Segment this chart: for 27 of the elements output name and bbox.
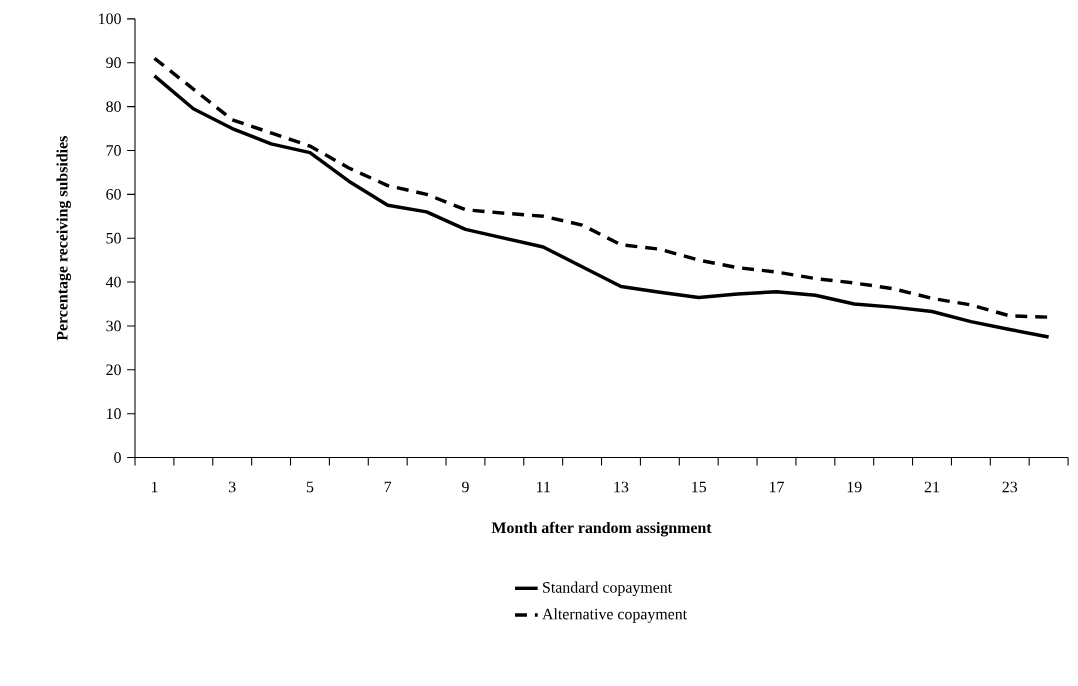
x-tick-label: 11: [536, 481, 550, 493]
y-tick-label: 40: [105, 276, 121, 288]
x-tick-label: 7: [384, 481, 392, 493]
x-tick-label: 13: [614, 481, 629, 493]
y-tick-label: 50: [106, 232, 121, 244]
x-axis-title: Month after random assignment: [491, 521, 712, 537]
y-tick-label: 60: [106, 189, 121, 200]
x-tick-label: 3: [229, 481, 236, 493]
x-tick-label: 23: [1002, 481, 1018, 493]
legend-label: Alternative copayment: [542, 608, 688, 623]
x-tick-label: 5: [306, 481, 314, 493]
y-axis-title: Percentage receiving subsidies: [56, 136, 71, 341]
x-tick-label: 1: [151, 481, 158, 493]
y-tick-label: 10: [107, 408, 121, 420]
y-tick-label: 70: [106, 145, 121, 156]
y-tick-label: 100: [99, 13, 121, 25]
y-tick-label: 30: [106, 320, 121, 332]
y-tick-label: 0: [114, 452, 121, 463]
x-tick-label: 17: [769, 481, 784, 493]
x-tick-label: 9: [462, 481, 469, 493]
x-tick-label: 19: [847, 481, 862, 493]
y-tick-label: 20: [106, 364, 121, 376]
x-tick-label: 21: [924, 481, 939, 493]
legend-label: Standard copayment: [543, 581, 673, 597]
x-tick-label: 15: [692, 481, 707, 493]
y-tick-label: 80: [106, 101, 121, 112]
y-tick-label: 90: [106, 57, 121, 69]
